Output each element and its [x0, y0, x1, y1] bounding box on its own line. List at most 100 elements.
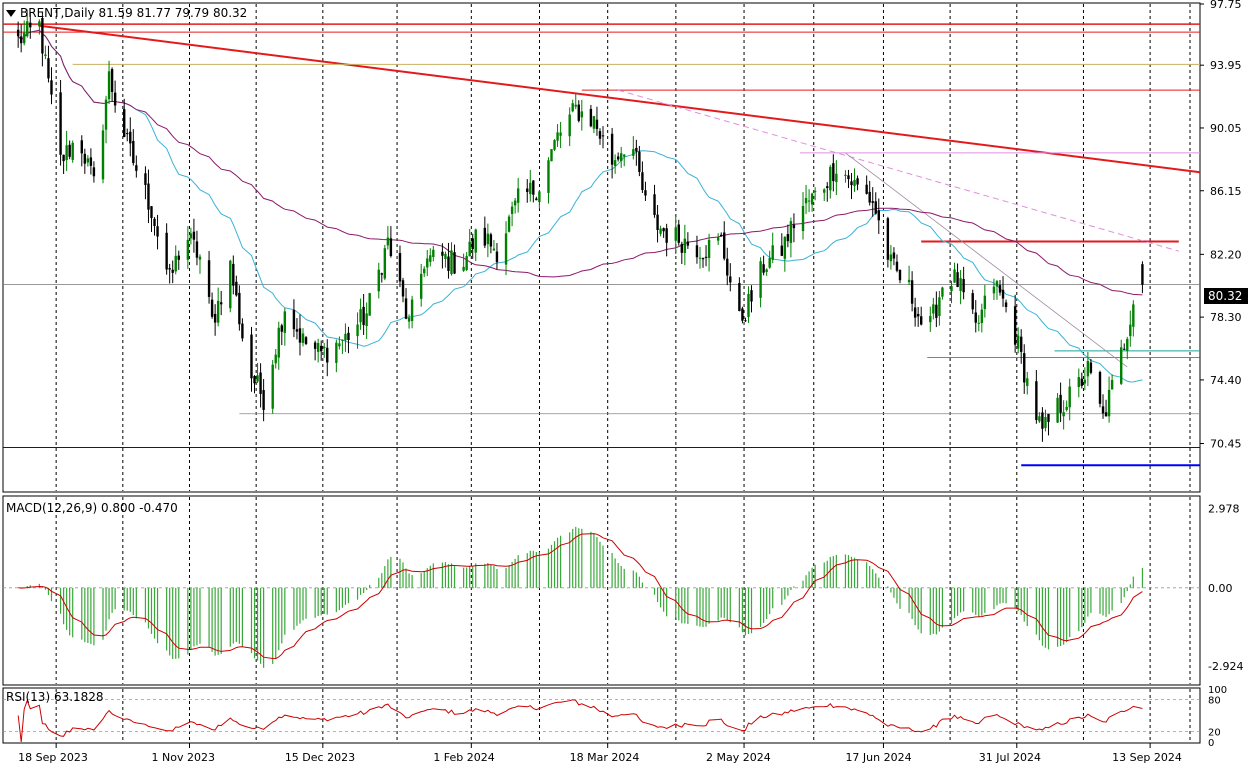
candle-body [292, 310, 296, 330]
candle-body [962, 279, 965, 293]
candle-body [786, 234, 790, 242]
macd-grid [55, 497, 1191, 684]
macd-axis: 2.978 0.00 -2.924 [1208, 502, 1243, 673]
candle-body [407, 317, 411, 322]
candle-body [401, 280, 405, 297]
drawn-lines [3, 23, 1201, 467]
candle-body [720, 234, 723, 237]
price-tick-label: 70.45 [1210, 438, 1242, 451]
candle-body [595, 119, 599, 129]
moving-averages [17, 29, 1143, 383]
candle-body [453, 252, 456, 274]
candle-body [929, 316, 932, 323]
candle-body [156, 226, 159, 237]
candle-body [771, 245, 774, 260]
candle-body [877, 210, 880, 221]
candle-body [507, 216, 511, 232]
rsi-tick-label: 100 [1208, 685, 1227, 696]
candle-body [326, 347, 329, 363]
candle-body [674, 227, 677, 241]
rsi-grid [3, 689, 1200, 742]
macd-signal-path [18, 533, 1143, 660]
candle-body [304, 337, 308, 344]
macd-signal-line [18, 533, 1143, 660]
candle-body [319, 345, 323, 352]
candle-body [613, 160, 617, 166]
candle-body [638, 151, 641, 172]
candle-body [601, 135, 605, 137]
current-price-label: 80.32 [1208, 289, 1242, 303]
candle-body [892, 252, 896, 259]
candle-body [465, 256, 468, 271]
candle-body [132, 140, 135, 164]
candle-body [338, 343, 341, 347]
candle-body [741, 308, 744, 321]
candle-body [959, 278, 962, 291]
candle-body [574, 104, 577, 107]
candle-body [1126, 338, 1129, 351]
candle-body [829, 166, 832, 191]
candle-body [1016, 335, 1020, 349]
symbol-header[interactable]: BRENT,Daily 81.59 81.77 79.79 80.32 [6, 6, 247, 20]
candle-body [241, 323, 244, 339]
trend-line [39, 24, 1201, 174]
candle-body [616, 156, 620, 160]
candle-body [207, 260, 211, 297]
candle-body [1107, 389, 1111, 417]
candle-body [974, 312, 977, 323]
dropdown-triangle-icon[interactable] [6, 10, 16, 17]
candle-body [1129, 324, 1132, 337]
candle-body [259, 372, 262, 394]
candle-body [644, 190, 647, 196]
candle-body [432, 249, 435, 258]
candle-body [229, 260, 232, 309]
candle-body [362, 306, 365, 326]
candle-body [423, 268, 426, 274]
candle-body [68, 144, 71, 157]
candle-body [547, 160, 550, 193]
candle-body [235, 281, 238, 296]
candle-body [483, 227, 487, 246]
candle-body [150, 206, 153, 219]
candle-body [80, 140, 83, 154]
candle-body [450, 250, 453, 275]
candle-body [377, 269, 380, 292]
price-panel[interactable]: 97.75 93.95 90.05 86.15 82.20 78.30 74.40 70.45… [2, 0, 1248, 493]
macd-panel[interactable]: 2.978 0.00 -2.924 [2, 495, 1243, 686]
candle-body [592, 116, 596, 129]
candle-body [513, 200, 517, 206]
candle-body [504, 233, 508, 265]
price-tick-label: 74.40 [1210, 374, 1242, 387]
candle-body [165, 232, 168, 270]
macd-tick-label: -2.924 [1208, 660, 1243, 673]
candle-body [956, 272, 959, 287]
candle-body [195, 241, 199, 258]
candle-body [123, 109, 126, 137]
candle-body [1104, 412, 1108, 417]
candle-body [977, 322, 980, 324]
candle-body [610, 133, 614, 165]
candle-body [550, 149, 553, 162]
candle-body [277, 327, 280, 358]
candle-body [526, 188, 529, 192]
candle-body [344, 333, 347, 341]
price-tick-label: 90.05 [1210, 122, 1242, 135]
candle-body [589, 108, 593, 127]
candle-body [1065, 406, 1068, 410]
candle-body [147, 183, 150, 210]
candle-body [941, 287, 944, 297]
candle-body [695, 245, 699, 258]
candle-body [1062, 412, 1065, 417]
candle-body [186, 239, 190, 260]
candle-body [641, 172, 644, 191]
rsi-tick-label: 0 [1208, 738, 1214, 749]
candle-body [810, 193, 814, 205]
candle-body [429, 255, 432, 262]
candle-body [938, 297, 941, 316]
candle-body [144, 173, 147, 185]
candle-body [65, 145, 68, 161]
candle-body [347, 332, 350, 340]
price-axis: 97.75 93.95 90.05 86.15 82.20 78.30 74.40 70.45 [1200, 0, 1242, 451]
